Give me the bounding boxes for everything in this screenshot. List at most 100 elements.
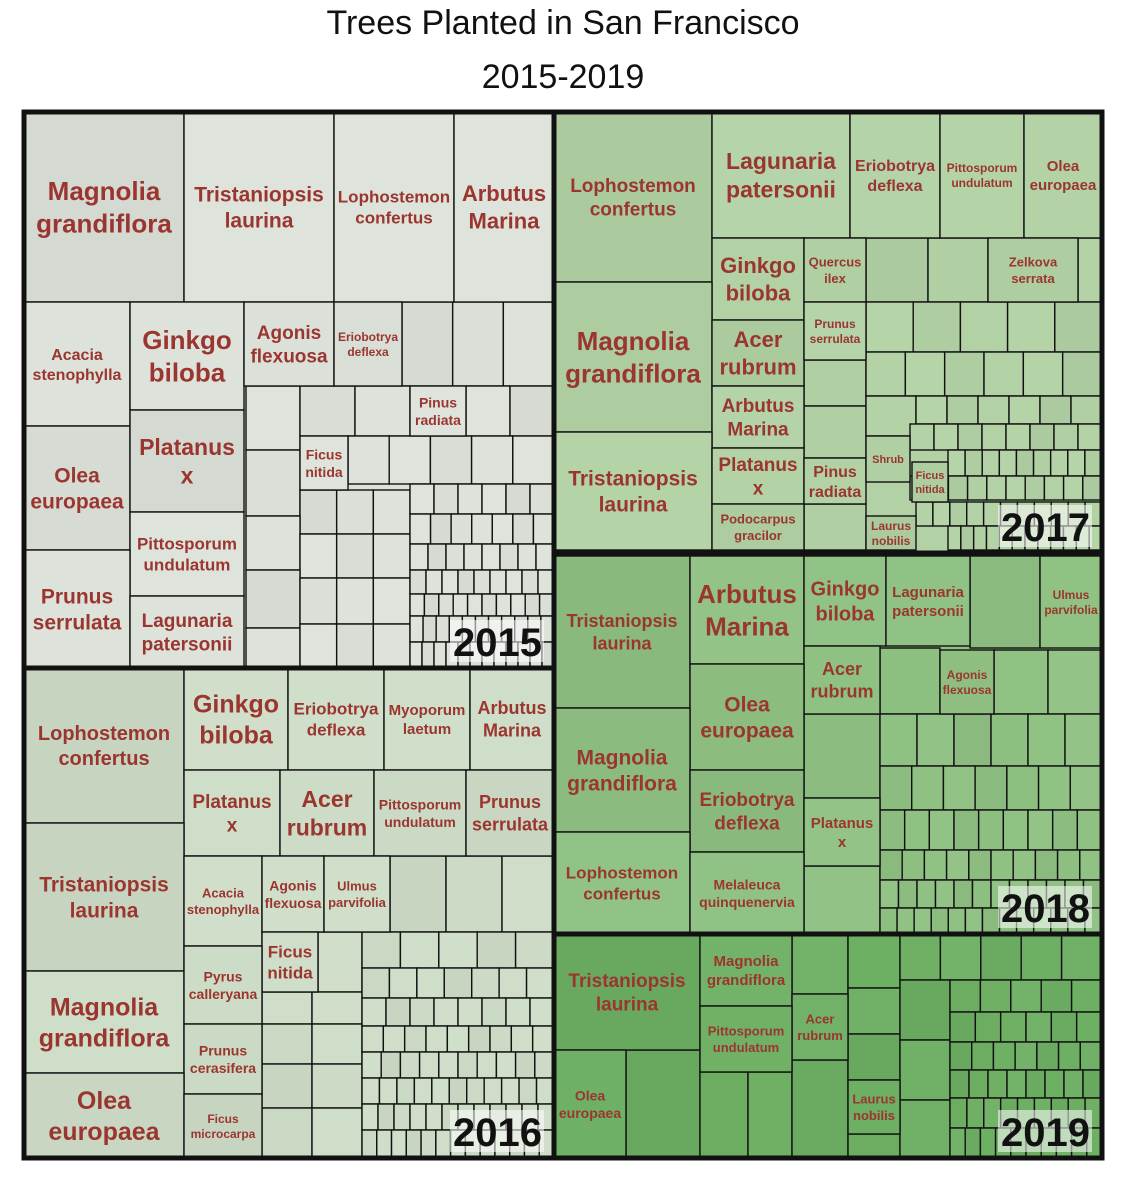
treemap-cell: [747, 1071, 793, 1159]
treemap-cell-tristaniopsis-laurina: [553, 555, 691, 709]
cell-label-magnolia-grandiflora: Magnolia grandiflora: [39, 993, 171, 1052]
treemap-cell: [425, 569, 443, 595]
treemap-cell: [435, 1129, 452, 1159]
treemap-cell-ulmus-parvifolia: [1039, 555, 1103, 649]
treemap-cell: [987, 1069, 1008, 1099]
treemap-cell-magnolia-grandiflora: [699, 933, 793, 1007]
treemap-cell-tristaniopsis-laurina: [553, 933, 701, 1051]
treemap-cell: [505, 997, 531, 1027]
treemap-cell: [1057, 1041, 1081, 1071]
treemap-cell: [347, 435, 390, 485]
treemap-cell-prunus-serrulata: [465, 769, 555, 857]
cell-label-magnolia-grandiflora: Magnolia grandiflora: [567, 746, 677, 795]
treemap-cell: [1056, 849, 1081, 881]
cell-label-lophostemon-confertus: Lophostemon confertus: [566, 863, 678, 903]
treemap-cell: [361, 997, 387, 1027]
treemap-cell: [1077, 423, 1103, 451]
treemap-cell: [505, 483, 531, 515]
cell-label-olea-europaea: Olea europaea: [700, 693, 794, 742]
treemap-cell: [1084, 449, 1103, 477]
treemap-cell: [1050, 1011, 1078, 1043]
treemap-cell: [317, 931, 363, 993]
treemap-cell-prunus-cerasifera: [183, 1023, 263, 1095]
treemap-cell: [1040, 979, 1073, 1013]
cell-label-olea-europaea: Olea europaea: [48, 1087, 160, 1146]
year-label-backdrop: [998, 1110, 1092, 1152]
treemap-cell: [879, 647, 941, 715]
cell-label-ficus-nitida: Ficus nitida: [267, 942, 313, 982]
treemap-cell: [299, 533, 338, 579]
treemap-cell: [446, 1025, 470, 1053]
treemap-cell: [1082, 475, 1103, 501]
cell-label-myoporum-laetum: Myoporum laetum: [389, 702, 466, 738]
cell-label-ficus-nitida: Ficus nitida: [305, 446, 343, 480]
treemap-cell: [429, 513, 452, 545]
treemap-cell: [388, 435, 432, 485]
treemap-cell: [372, 489, 411, 535]
treemap-cell: [393, 1103, 411, 1131]
cell-label-lophostemon-confertus: Lophostemon confertus: [38, 723, 170, 770]
treemap-cell-pyrus-calleryana: [183, 945, 263, 1025]
treemap-cell: [409, 641, 423, 669]
treemap-cell-lophostemon-confertus: [23, 667, 185, 824]
cell-label-magnolia-grandiflora: Magnolia grandiflora: [707, 953, 786, 989]
cell-label-acer-rubrum: Acer rubrum: [720, 327, 797, 380]
cell-label-laurus-nobilis: Laurus nobilis: [852, 1092, 895, 1123]
treemap-cell: [865, 351, 907, 397]
treemap-cell-prunus-serrulata: [23, 549, 131, 669]
treemap-cell: [803, 405, 867, 459]
treemap-cell: [865, 395, 917, 437]
cell-label-tristaniopsis-laurina: Tristaniopsis laurina: [568, 971, 685, 1016]
treemap-cell: [1070, 979, 1103, 1013]
treemap-cell: [964, 1127, 982, 1159]
treemap-cell: [1025, 1011, 1053, 1043]
treemap-cell: [409, 543, 429, 571]
treemap-cell: [421, 641, 435, 669]
cell-label-lophostemon-confertus: Lophostemon confertus: [338, 187, 450, 227]
treemap-cell: [971, 879, 992, 909]
cell-label-eriobotrya-deflexa: Eriobotrya deflexa: [293, 699, 379, 739]
treemap-cell: [514, 1051, 536, 1079]
cell-label-acer-rubrum: Acer rubrum: [811, 659, 874, 702]
treemap-cell: [1060, 933, 1103, 981]
treemap-cell: [466, 593, 483, 617]
treemap-cell: [409, 513, 432, 545]
treemap-cell: [385, 997, 411, 1027]
treemap-cell: [311, 1107, 363, 1159]
treemap-cell: [451, 301, 505, 387]
treemap-cell-agonis-flexuosa: [243, 301, 335, 387]
treemap-cell: [981, 907, 1001, 935]
treemap-cell: [501, 855, 555, 933]
treemap-cell-myoporum-laetum: [383, 667, 471, 771]
treemap-cell: [981, 449, 1001, 477]
treemap-cell: [949, 1011, 977, 1043]
treemap-cell: [1037, 765, 1071, 811]
treemap-cell-eriobotrya-deflexa: [287, 667, 385, 771]
treemap-cell-lagunaria-patersonii: [885, 555, 971, 647]
year-label-2015: 2015: [453, 621, 542, 665]
treemap-cell: [376, 1129, 393, 1159]
treemap-cell: [1049, 449, 1069, 477]
treemap-cell: [1043, 475, 1065, 501]
treemap-cell: [500, 1077, 520, 1105]
year-label-backdrop: [450, 620, 544, 662]
treemap-cell: [960, 525, 975, 551]
treemap-cell: [1069, 765, 1103, 811]
treemap-cell: [953, 809, 980, 851]
treemap-cell: [409, 569, 427, 595]
treemap-cell: [966, 501, 985, 527]
treemap-cell: [514, 931, 555, 969]
treemap-cell: [481, 997, 507, 1027]
treemap-cell: [476, 1051, 498, 1079]
cell-label-lagunaria-patersonii: Lagunaria patersonii: [892, 584, 964, 620]
treemap-cell: [489, 569, 507, 595]
treemap-cell: [1005, 423, 1031, 451]
treemap-cell-ginkgo-biloba: [803, 555, 887, 647]
cell-label-laurus-nobilis: Laurus nobilis: [871, 519, 911, 548]
treemap-cell: [803, 503, 867, 551]
cell-label-ficus-microcarpa: Ficus microcarpa: [191, 1112, 256, 1141]
treemap-cell: [803, 359, 867, 407]
treemap-cell: [335, 577, 375, 625]
treemap-cell-ginkgo-biloba: [183, 667, 289, 771]
treemap-cell: [483, 1077, 503, 1105]
